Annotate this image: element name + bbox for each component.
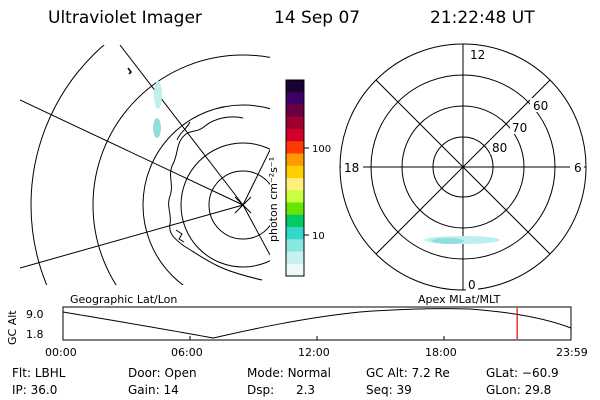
colorbar-frame <box>285 79 305 277</box>
altitude-plot: GC Alt 9.0 1.8 00:00 06:00 12:00 18:00 2… <box>6 306 588 359</box>
info-dsp-label: Dsp: <box>247 383 275 397</box>
info-ip: IP: 36.0 <box>12 383 57 397</box>
info-seq-label: Seq: <box>366 383 393 397</box>
colorbar-segment <box>286 239 304 252</box>
info-seq: Seq: 39 <box>366 383 412 397</box>
colorbar-segment <box>286 116 304 130</box>
colorbar-segment <box>286 80 304 93</box>
info-dsp: Dsp: 2.3 <box>247 383 315 397</box>
info-gcalt: GC Alt: 7.2 Re <box>366 366 450 380</box>
lat-label-80: 80 <box>492 141 507 155</box>
colorbar <box>286 80 304 277</box>
info-door-label: Door: <box>128 366 161 380</box>
colorbar-segment <box>286 141 304 154</box>
mlt-label-18: 18 <box>344 161 359 175</box>
colorbar-segment <box>286 202 304 216</box>
info-gain: Gain: 14 <box>128 383 179 397</box>
info-mode: Mode: Normal <box>247 366 331 380</box>
altitude-xtick-0600: 06:00 <box>171 346 203 359</box>
altitude-xtick-1800: 18:00 <box>425 346 457 359</box>
info-glat: GLat: −60.9 <box>486 366 559 380</box>
info-ip-label: IP: <box>12 383 27 397</box>
colorbar-segment <box>286 227 304 240</box>
info-gcalt-value: 7.2 Re <box>411 366 450 380</box>
info-gain-label: Gain: <box>128 383 160 397</box>
altitude-ytick-high: 9.0 <box>26 308 44 321</box>
altitude-plot-frame <box>62 306 572 341</box>
polar-panel-label: Apex MLat/MLT <box>418 293 501 306</box>
info-door: Door: Open <box>128 366 197 380</box>
lat-label-70: 70 <box>512 121 527 135</box>
geo-panel-label: Geographic Lat/Lon <box>70 293 177 306</box>
colorbar-segment <box>286 165 304 179</box>
colorbar-segment <box>286 104 304 118</box>
info-flt: Flt: LBHL <box>12 366 65 380</box>
altitude-ylabel: GC Alt <box>6 310 19 345</box>
lat-label-60: 60 <box>533 99 548 113</box>
info-dsp-value: 2.3 <box>295 383 316 397</box>
info-flt-value: LBHL <box>34 366 66 380</box>
colorbar-segment <box>286 153 304 167</box>
altitude-xtick-0000: 00:00 <box>45 346 77 359</box>
geographic-map <box>20 45 270 285</box>
mlt-label-12: 12 <box>470 48 485 62</box>
info-glon-label: GLon: <box>486 383 521 397</box>
info-mode-value: Normal <box>287 366 331 380</box>
info-seq-value: 39 <box>396 383 412 397</box>
info-flt-label: Flt: <box>12 366 31 380</box>
info-glon-value: 29.8 <box>524 383 552 397</box>
info-gcalt-label: GC Alt: <box>366 366 408 380</box>
colorbar-segment <box>286 92 304 105</box>
altitude-ytick-low: 1.8 <box>26 328 44 341</box>
colorbar-segment <box>286 214 304 228</box>
colorbar-segment <box>286 129 304 142</box>
info-glat-value: −60.9 <box>521 366 559 380</box>
colorbar-segment <box>286 190 304 203</box>
mlt-label-6: 6 <box>574 161 582 175</box>
mlt-label-0: 0 <box>468 278 476 292</box>
info-glat-label: GLat: <box>486 366 519 380</box>
colorbar-segment <box>286 251 304 265</box>
colorbar-unit-label: photon cm⁻²s⁻¹ <box>267 157 280 242</box>
colorbar-tick-10: 10 <box>312 231 325 242</box>
info-gain-value: 14 <box>163 383 179 397</box>
polar-plot: 12 18 6 0 80 70 60 <box>339 43 587 292</box>
info-mode-label: Mode: <box>247 366 284 380</box>
instrument-title: Ultraviolet Imager <box>48 8 202 28</box>
info-ip-value: 36.0 <box>30 383 58 397</box>
geo-pole-marker <box>234 196 252 214</box>
info-door-value: Open <box>164 366 197 380</box>
colorbar-segment <box>286 178 304 191</box>
altitude-xtick-2359: 23:59 <box>556 346 588 359</box>
colorbar-tick-100: 100 <box>312 144 331 155</box>
altitude-curve <box>62 308 572 339</box>
date-label: 14 Sep 07 <box>274 8 361 28</box>
info-glon: GLon: 29.8 <box>486 383 551 397</box>
altitude-xtick-1200: 12:00 <box>298 346 330 359</box>
colorbar-segment <box>286 263 304 277</box>
time-label: 21:22:48 UT <box>430 8 535 28</box>
